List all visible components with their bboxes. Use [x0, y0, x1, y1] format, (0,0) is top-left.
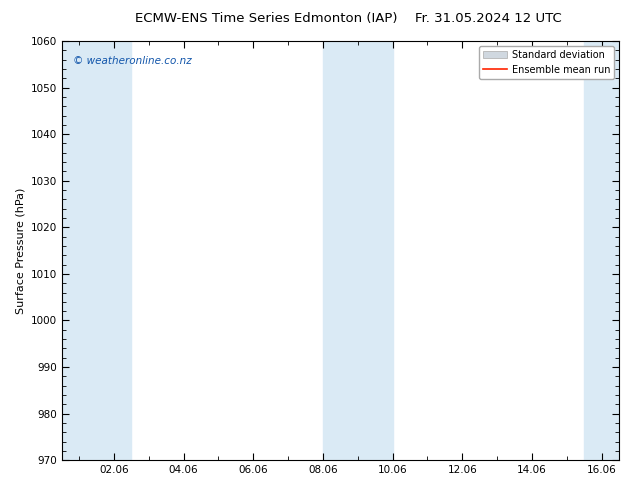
Y-axis label: Surface Pressure (hPa): Surface Pressure (hPa) [15, 187, 25, 314]
Bar [323, 41, 392, 460]
Legend: Standard deviation, Ensemble mean run: Standard deviation, Ensemble mean run [479, 46, 614, 78]
Text: Fr. 31.05.2024 12 UTC: Fr. 31.05.2024 12 UTC [415, 12, 562, 25]
Bar [61, 41, 131, 460]
Text: ECMW-ENS Time Series Edmonton (IAP): ECMW-ENS Time Series Edmonton (IAP) [135, 12, 398, 25]
Text: © weatheronline.co.nz: © weatheronline.co.nz [73, 56, 191, 66]
Bar [584, 41, 619, 460]
